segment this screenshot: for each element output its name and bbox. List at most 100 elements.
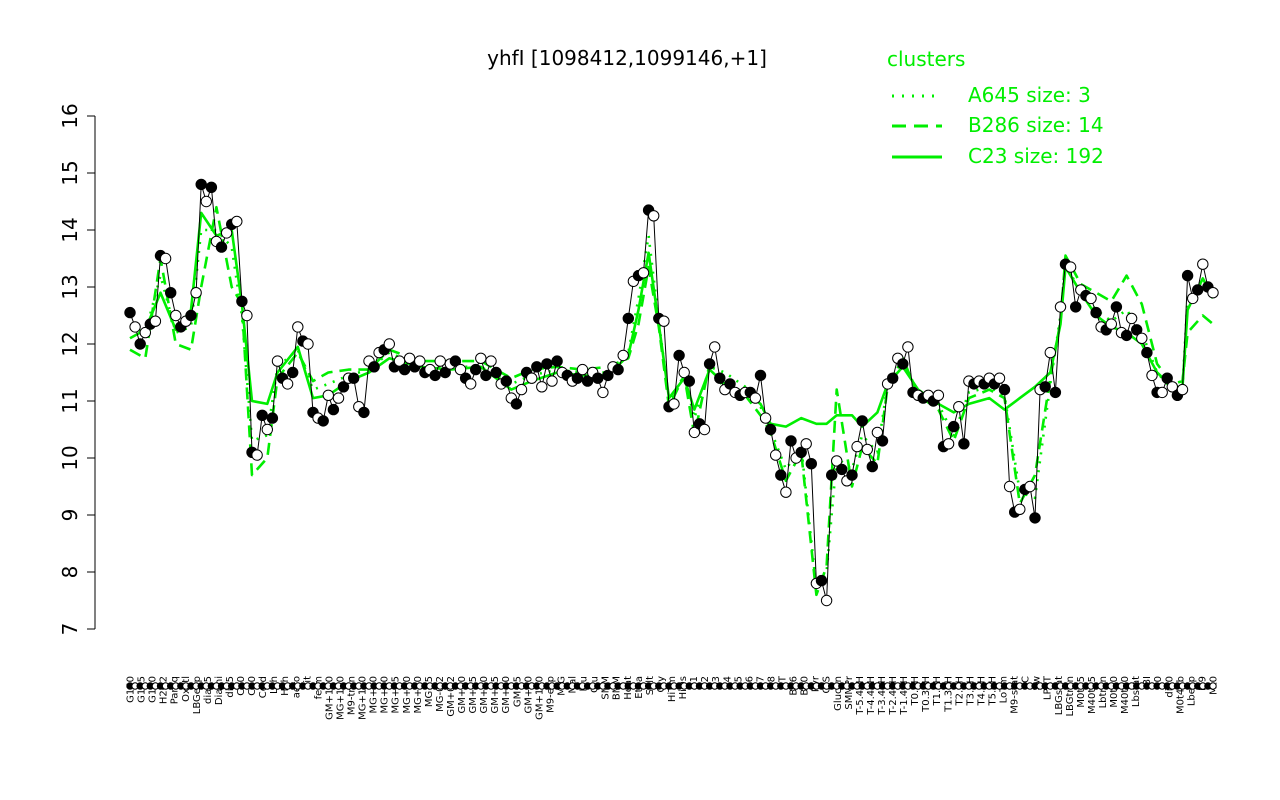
x-tick-label: M9-tran xyxy=(347,676,358,715)
data-point xyxy=(597,386,609,399)
x-tick-label: GM+90 xyxy=(523,676,534,713)
x-tick-label: GM+150 xyxy=(324,676,335,720)
x-tick-label: Lbstat xyxy=(1131,676,1142,707)
x-tick-label: GM+45 xyxy=(468,676,479,713)
data-point xyxy=(465,378,477,390)
x-tick-label: Glucon xyxy=(833,676,844,711)
data-point xyxy=(887,372,899,384)
data-point xyxy=(602,369,614,382)
data-point xyxy=(622,312,634,325)
x-tick-label: T1.30H xyxy=(943,676,954,713)
data-point xyxy=(490,366,502,379)
legend-label-c23: C23 size: 192 xyxy=(968,144,1104,168)
data-point xyxy=(948,420,960,433)
x-tick-label: G135 xyxy=(137,676,148,703)
x-tick-label: MG+90 xyxy=(380,676,391,713)
data-point xyxy=(129,321,141,333)
x-tick-label: LBGexp xyxy=(192,676,203,714)
x-tick-label: T1.0H xyxy=(932,676,943,707)
data-point xyxy=(536,381,548,393)
data-point xyxy=(348,372,360,384)
data-point xyxy=(831,455,843,467)
data-point xyxy=(576,363,589,376)
data-point xyxy=(414,355,426,367)
y-tick-label: 13 xyxy=(58,274,82,299)
data-point xyxy=(124,306,136,319)
legend-label-b286: B286 size: 14 xyxy=(968,113,1104,137)
data-point xyxy=(434,355,446,367)
data-point xyxy=(281,378,294,390)
data-point xyxy=(703,358,716,370)
data-point xyxy=(714,372,726,384)
data-point xyxy=(678,366,690,379)
data-point xyxy=(673,349,685,362)
data-point xyxy=(749,392,762,404)
x-tick-label: MG+120 xyxy=(358,676,369,720)
data-point xyxy=(1090,306,1102,319)
data-point xyxy=(1014,503,1026,515)
x-marker xyxy=(1209,682,1217,690)
data-point xyxy=(195,178,207,191)
data-point xyxy=(159,252,172,265)
chart-title: yhfI [1098412,1099146,+1] xyxy=(487,46,767,70)
x-tick-label: M40t90 xyxy=(1120,676,1131,714)
data-point xyxy=(953,401,965,413)
y-tick-label: 16 xyxy=(58,103,82,128)
x-tick-label: T-1.40H xyxy=(899,676,910,716)
plot-area: 7 8 9 10 11 12 13 14 15 16 G150G135G180H2O2ParaqO… xyxy=(58,103,1220,720)
data-point xyxy=(292,321,304,333)
x-tick-label: S2 xyxy=(700,676,711,689)
data-point xyxy=(805,458,817,470)
data-point xyxy=(236,295,248,307)
data-point xyxy=(1131,324,1143,336)
data-point xyxy=(1187,292,1199,305)
data-point xyxy=(612,363,624,376)
data-point xyxy=(541,358,553,370)
data-point xyxy=(231,215,243,228)
x-tick-label: Diami xyxy=(214,676,225,705)
data-point xyxy=(261,423,273,436)
data-point xyxy=(876,435,889,447)
data-point xyxy=(1029,512,1041,524)
data-point xyxy=(241,309,253,322)
data-point xyxy=(780,486,792,498)
data-point xyxy=(1166,381,1179,393)
data-point xyxy=(256,409,268,421)
data-point xyxy=(1156,386,1168,399)
data-point xyxy=(724,378,736,390)
x-tick-label: T4.0H xyxy=(976,676,987,707)
data-point xyxy=(1181,269,1194,282)
x-tick-label: GM+0.2 xyxy=(446,676,457,717)
x-tick-label: MG+150 xyxy=(335,676,346,720)
data-point xyxy=(815,574,828,587)
x-tick-label: MG+30 xyxy=(402,676,413,713)
data-point xyxy=(454,363,467,376)
y-axis: 7 8 9 10 11 12 13 14 15 16 xyxy=(58,103,95,635)
data-point xyxy=(998,383,1011,396)
x-tick-label: LBGtran xyxy=(1065,676,1076,717)
data-point xyxy=(1024,480,1036,493)
data-point xyxy=(871,426,884,439)
x-tick-label: BT xyxy=(778,675,789,689)
data-point xyxy=(800,438,812,450)
data-point xyxy=(287,366,299,379)
x-tick-label: LoTm xyxy=(999,676,1010,703)
x-tick-label: Lbtran xyxy=(1098,676,1109,708)
data-point xyxy=(1039,381,1051,393)
legend-title: clusters xyxy=(887,47,965,71)
x-tick-label: M0t45b xyxy=(1175,676,1186,714)
legend: clusters A645 size: 3 B286 size: 14 C23 … xyxy=(887,47,1104,168)
x-tick-label: M0t90 xyxy=(1109,676,1120,708)
x-tick-label: M9-stat xyxy=(1010,676,1021,714)
x-tick-label: T0.30H xyxy=(921,676,932,713)
x-tick-label: GM+120 xyxy=(534,676,545,720)
data-point xyxy=(1049,386,1062,399)
data-point xyxy=(220,227,233,239)
y-tick-label: 14 xyxy=(58,217,82,242)
data-point xyxy=(170,309,182,322)
data-point xyxy=(1070,301,1082,313)
data-point xyxy=(759,412,772,424)
data-point xyxy=(637,267,650,279)
data-point xyxy=(648,210,660,222)
data-point xyxy=(470,363,482,376)
